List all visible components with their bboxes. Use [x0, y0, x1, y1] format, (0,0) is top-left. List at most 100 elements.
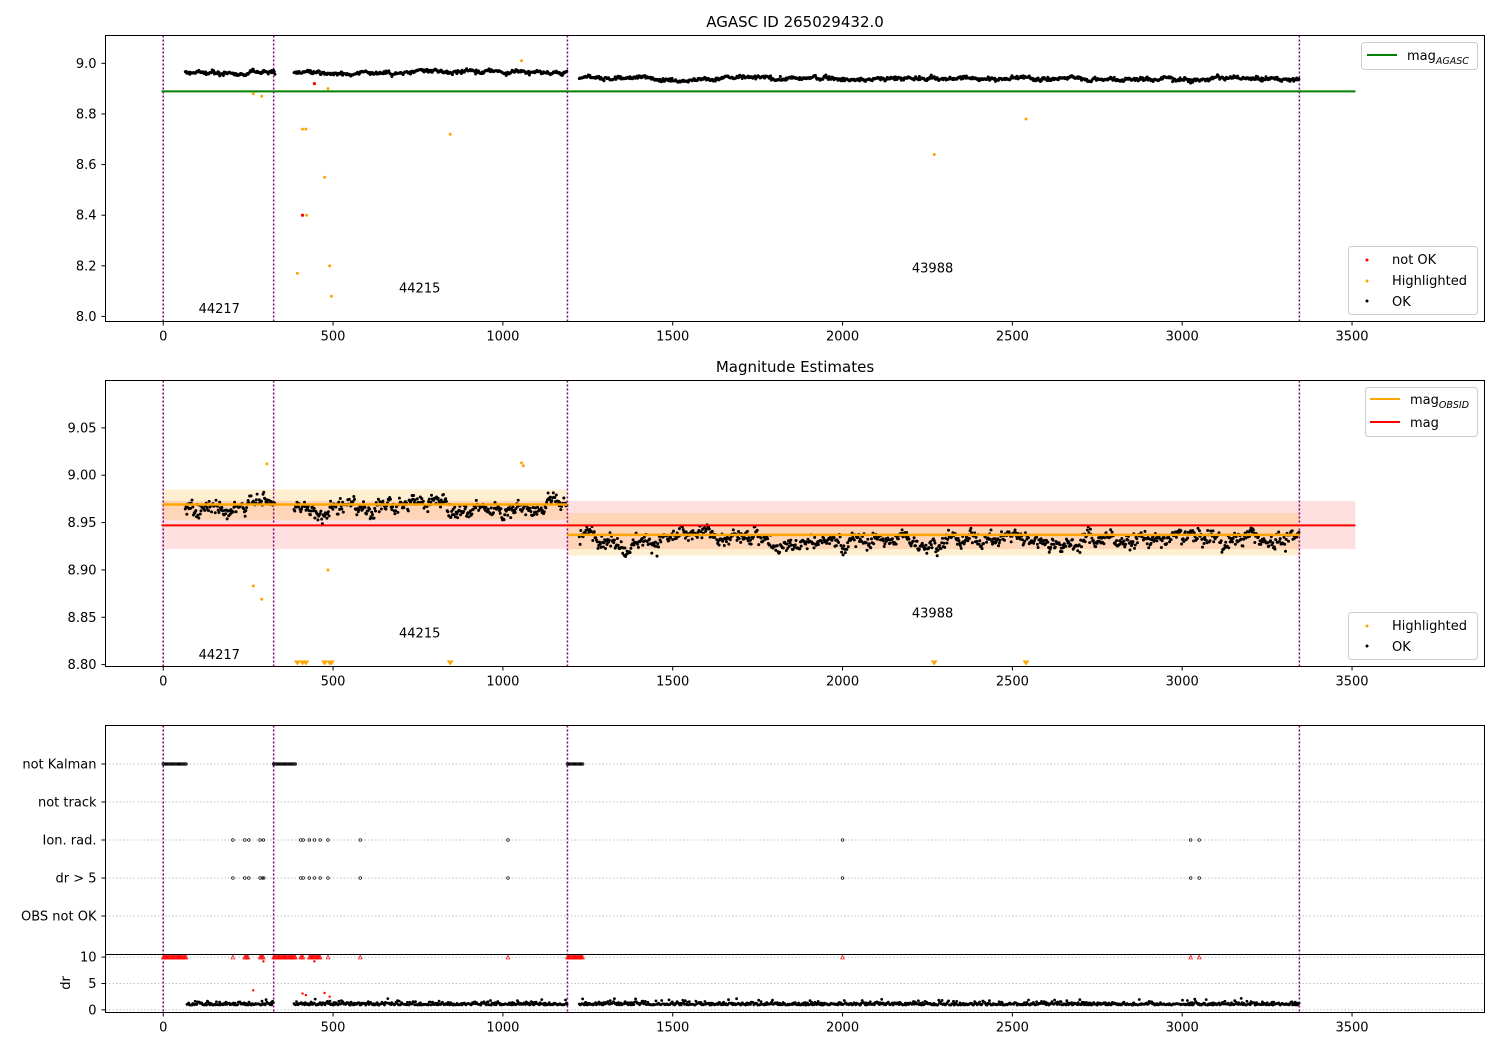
not-kalman-marker	[569, 762, 573, 766]
dr-point	[613, 997, 616, 1001]
ok-point	[887, 538, 891, 542]
ok-point	[467, 515, 471, 519]
dr-point	[891, 1003, 895, 1007]
dr-clipped-marker	[260, 954, 266, 960]
ok-point	[655, 554, 659, 558]
ok-point	[578, 542, 582, 546]
ok-point	[334, 505, 338, 509]
ok-point	[1115, 539, 1119, 543]
highlighted-point	[326, 568, 330, 572]
dr-point	[955, 1000, 959, 1003]
ok-point	[621, 551, 625, 555]
ok-point	[872, 542, 876, 546]
ok-point	[249, 494, 253, 498]
ok-point	[1147, 546, 1151, 550]
dr-point	[1058, 1002, 1061, 1006]
dr-gt5-marker	[301, 876, 305, 880]
ok-point	[372, 516, 376, 520]
not-kalman-marker	[164, 762, 169, 766]
magnitude-estimates-legend-bottom: Highlighted OK	[1348, 612, 1478, 660]
ok-point	[707, 527, 711, 531]
ok-point	[242, 507, 246, 511]
not-kalman-marker	[276, 762, 280, 766]
dr-point	[383, 1003, 386, 1007]
highlighted-point	[520, 461, 524, 465]
dr-point	[868, 1000, 872, 1004]
highlighted-point	[521, 464, 525, 468]
ok-point	[793, 545, 796, 549]
legend-not-ok-marker	[1365, 258, 1369, 262]
ok-point	[1181, 537, 1185, 541]
magnitude-estimates-plot-area	[161, 380, 1356, 667]
ok-point	[297, 505, 300, 509]
ok-point	[978, 539, 982, 543]
ok-point	[374, 509, 377, 513]
ok-point	[422, 506, 426, 510]
ok-point	[876, 537, 879, 541]
dr-gt5-marker	[358, 876, 362, 880]
legend-ok-marker	[1365, 644, 1369, 648]
ok-point	[591, 539, 595, 542]
dr-point	[703, 1000, 707, 1003]
ok-point	[602, 541, 606, 545]
dr-point	[410, 1002, 414, 1006]
ok-point	[959, 546, 963, 550]
legend-highlighted-label: Highlighted	[1392, 274, 1467, 289]
flags-plot-area	[105, 725, 1485, 1013]
ok-point	[602, 79, 606, 83]
ok-point	[1224, 540, 1228, 544]
not-kalman-marker	[288, 762, 292, 766]
ok-point	[1165, 542, 1169, 546]
ok-point	[935, 554, 939, 558]
dr-point	[1050, 1000, 1054, 1004]
legend-not-ok-label: not OK	[1392, 253, 1437, 268]
ok-point	[1209, 529, 1213, 533]
ion-rad-marker	[358, 838, 362, 842]
ok-point	[193, 511, 197, 515]
ok-point	[255, 492, 259, 496]
y-tick-label: 8.4	[76, 209, 97, 224]
ok-point	[989, 528, 993, 532]
ok-point	[377, 510, 381, 514]
ok-point	[901, 535, 905, 539]
ok-point	[329, 499, 333, 503]
dr-point	[427, 1003, 430, 1007]
ok-point	[907, 537, 911, 541]
ok-point	[911, 539, 915, 543]
ok-point	[869, 546, 873, 550]
ok-point	[865, 548, 869, 552]
not-kalman-marker	[280, 762, 284, 766]
ok-point	[816, 543, 820, 546]
ok-point	[768, 543, 772, 547]
x-tick-label: 1500	[656, 330, 689, 345]
dr-clipped-marker	[580, 954, 586, 960]
ok-point	[218, 500, 222, 504]
ok-point	[340, 507, 344, 511]
not-kalman-marker	[570, 762, 574, 766]
ok-point	[787, 539, 790, 543]
dr-point	[431, 1000, 434, 1004]
ok-point	[532, 513, 536, 517]
ok-point	[459, 513, 463, 517]
legend-mag-label: mag	[1410, 416, 1439, 431]
ok-point	[1211, 529, 1215, 533]
ok-point	[841, 553, 845, 557]
not-kalman-marker	[567, 762, 572, 766]
ok-point	[1128, 548, 1132, 552]
ok-point	[347, 497, 351, 501]
ok-point	[838, 535, 842, 539]
ok-point	[1102, 542, 1106, 546]
dr-point	[988, 999, 991, 1003]
dr-point	[727, 998, 730, 1002]
ok-point	[318, 512, 322, 516]
ok-point	[1046, 540, 1050, 544]
ok-point	[925, 551, 929, 555]
ok-point	[1091, 539, 1095, 543]
ok-point	[699, 530, 703, 534]
ok-point	[929, 540, 932, 544]
dr-point	[193, 999, 197, 1003]
not-kalman-marker	[162, 762, 166, 766]
ok-point	[583, 531, 587, 535]
ok-point	[858, 540, 861, 543]
